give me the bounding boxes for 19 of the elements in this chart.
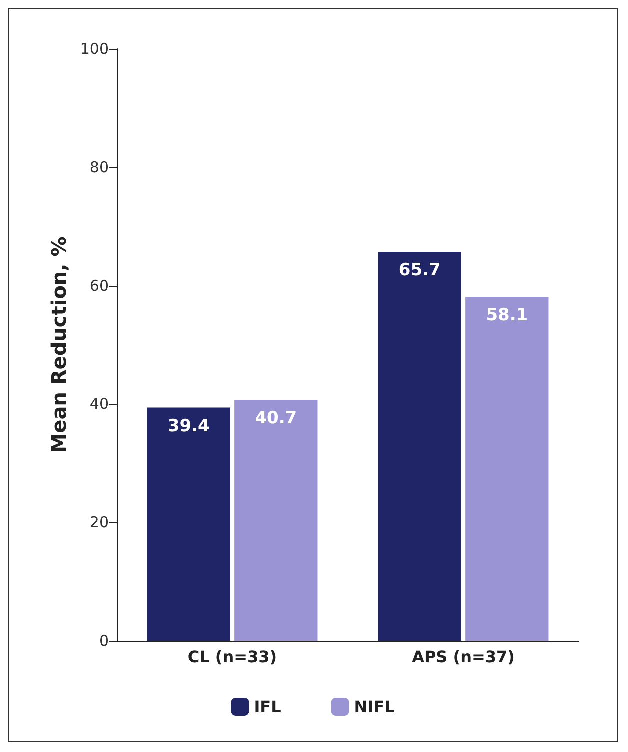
x-tick-label: APS (n=37) <box>412 648 515 666</box>
data-label: 58.1 <box>486 306 528 326</box>
bar <box>378 252 462 641</box>
y-tick-label: 0 <box>99 632 109 650</box>
bar <box>234 400 318 641</box>
x-tick-label: CL (n=33) <box>188 648 278 666</box>
bar <box>466 297 549 641</box>
y-axis-title: Mean Reduction, % <box>47 236 71 454</box>
data-label: 39.4 <box>168 416 210 436</box>
legend-label: NIFL <box>354 698 395 716</box>
bar <box>147 408 230 641</box>
data-label: 65.7 <box>398 260 441 281</box>
data-label: 40.7 <box>255 408 298 429</box>
y-tick-label: 100 <box>80 40 109 58</box>
y-tick-label: 80 <box>90 158 109 176</box>
y-tick-label: 40 <box>90 395 109 414</box>
legend-label: IFL <box>254 698 282 716</box>
y-tick-label: 20 <box>90 514 109 532</box>
y-tick-label: 60 <box>90 276 109 295</box>
